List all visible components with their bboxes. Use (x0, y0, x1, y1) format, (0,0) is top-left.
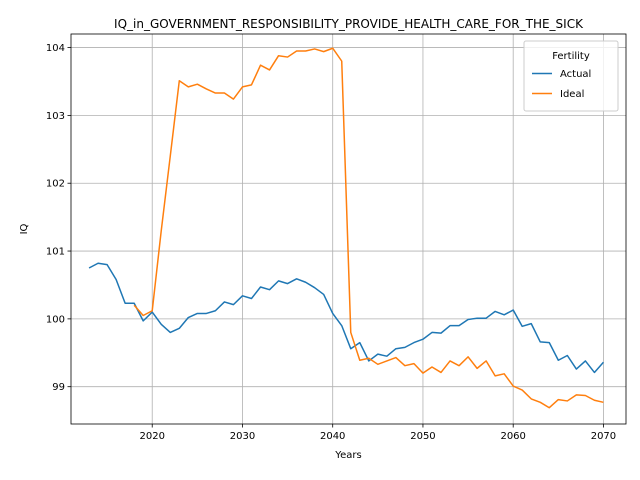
x-tick-label: 2030 (230, 431, 255, 442)
legend-label-ideal: Ideal (560, 89, 584, 100)
x-axis-label: Years (334, 450, 361, 461)
y-tick-label: 101 (46, 247, 65, 258)
plot-area-frame (70, 33, 627, 425)
x-tick-label: 2060 (500, 431, 525, 442)
y-axis-label: IQ (19, 223, 30, 234)
x-tick-label: 2040 (320, 431, 345, 442)
y-tick-label: 100 (46, 314, 65, 325)
legend-title: Fertility (552, 51, 590, 62)
legend: Fertility Actual Ideal (523, 40, 619, 112)
chart-title: IQ_in_GOVERNMENT_RESPONSIBILITY_PROVIDE_… (114, 17, 584, 31)
legend-label-actual: Actual (560, 69, 591, 80)
y-tick-label: 102 (46, 179, 65, 190)
y-tick-label: 103 (46, 111, 65, 122)
y-tick-label: 104 (46, 43, 65, 54)
series-line-actual (88, 262, 605, 374)
x-tick-label: 2070 (591, 431, 616, 442)
y-tick-label: 99 (52, 382, 65, 393)
x-tick-label: 2050 (410, 431, 435, 442)
series-lines (88, 47, 605, 409)
x-tick-label: 2020 (139, 431, 164, 442)
series-line-ideal (133, 47, 604, 409)
axis-ticks: 2020 2030 2040 2050 2060 2070 99 100 101 102 103 10… (46, 43, 616, 442)
